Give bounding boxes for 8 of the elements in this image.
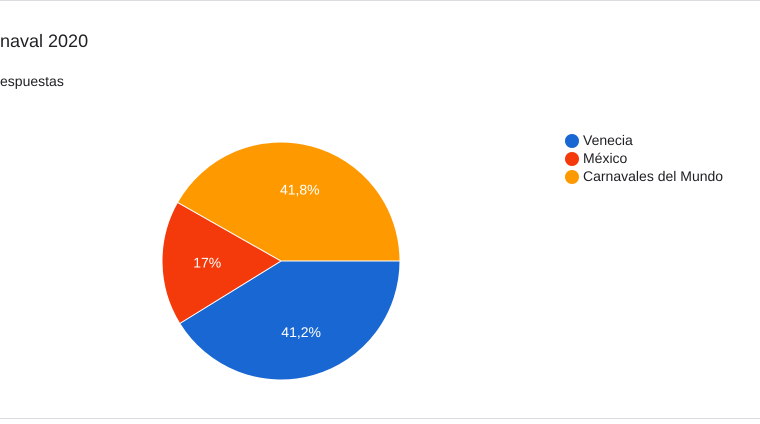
legend-label: Carnavales del Mundo — [583, 168, 724, 184]
legend-label: México — [583, 150, 628, 166]
text: espuestas — [0, 73, 64, 89]
data-label: 41,2% — [281, 324, 321, 340]
legend-label: Venecia — [583, 132, 633, 148]
chart-title: naval 2020 — [0, 31, 88, 52]
data-label: 17% — [193, 254, 222, 270]
data-label: 41,8% — [280, 182, 320, 198]
